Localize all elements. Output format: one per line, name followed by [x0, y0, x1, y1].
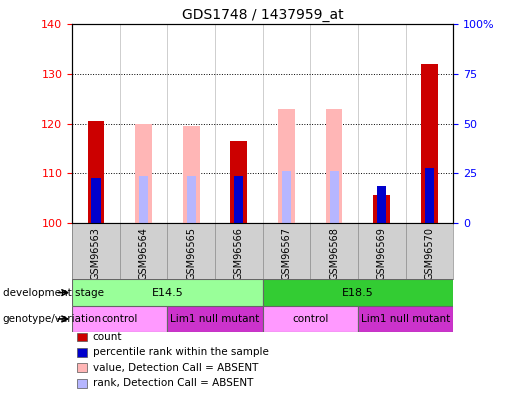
Text: E14.5: E14.5 [151, 288, 183, 298]
Bar [263, 279, 453, 306]
Bar [377, 185, 386, 223]
Bar [263, 306, 358, 332]
Bar [72, 306, 167, 332]
Bar [167, 306, 263, 332]
Text: GSM96569: GSM96569 [377, 227, 387, 280]
Bar [135, 124, 152, 223]
Bar [91, 178, 100, 223]
Text: GSM96568: GSM96568 [329, 227, 339, 280]
Bar [234, 176, 244, 223]
Bar [183, 126, 199, 223]
Text: GSM96567: GSM96567 [282, 227, 291, 280]
Bar [88, 121, 104, 223]
Text: rank, Detection Call = ABSENT: rank, Detection Call = ABSENT [93, 378, 253, 388]
Text: GSM96566: GSM96566 [234, 227, 244, 280]
Text: GSM96563: GSM96563 [91, 227, 101, 280]
Text: Lim1 null mutant: Lim1 null mutant [170, 314, 260, 324]
Bar [326, 109, 342, 223]
Text: development stage: development stage [3, 288, 104, 298]
Bar [330, 171, 339, 223]
Text: E18.5: E18.5 [342, 288, 374, 298]
Title: GDS1748 / 1437959_at: GDS1748 / 1437959_at [182, 8, 344, 22]
Bar [186, 176, 196, 223]
Text: GSM96564: GSM96564 [139, 227, 148, 280]
Text: GSM96570: GSM96570 [424, 227, 434, 280]
Bar [231, 141, 247, 223]
Bar [278, 109, 295, 223]
Text: control: control [292, 314, 329, 324]
Bar [282, 171, 291, 223]
Bar [358, 306, 453, 332]
Bar [139, 176, 148, 223]
Bar [425, 168, 434, 223]
Text: percentile rank within the sample: percentile rank within the sample [93, 347, 269, 357]
Bar [421, 64, 438, 223]
Text: GSM96565: GSM96565 [186, 227, 196, 280]
Text: count: count [93, 332, 122, 342]
Text: Lim1 null mutant: Lim1 null mutant [361, 314, 450, 324]
Text: control: control [101, 314, 138, 324]
Bar [72, 279, 263, 306]
Text: genotype/variation: genotype/variation [3, 314, 101, 324]
Text: value, Detection Call = ABSENT: value, Detection Call = ABSENT [93, 363, 258, 373]
Bar [373, 196, 390, 223]
